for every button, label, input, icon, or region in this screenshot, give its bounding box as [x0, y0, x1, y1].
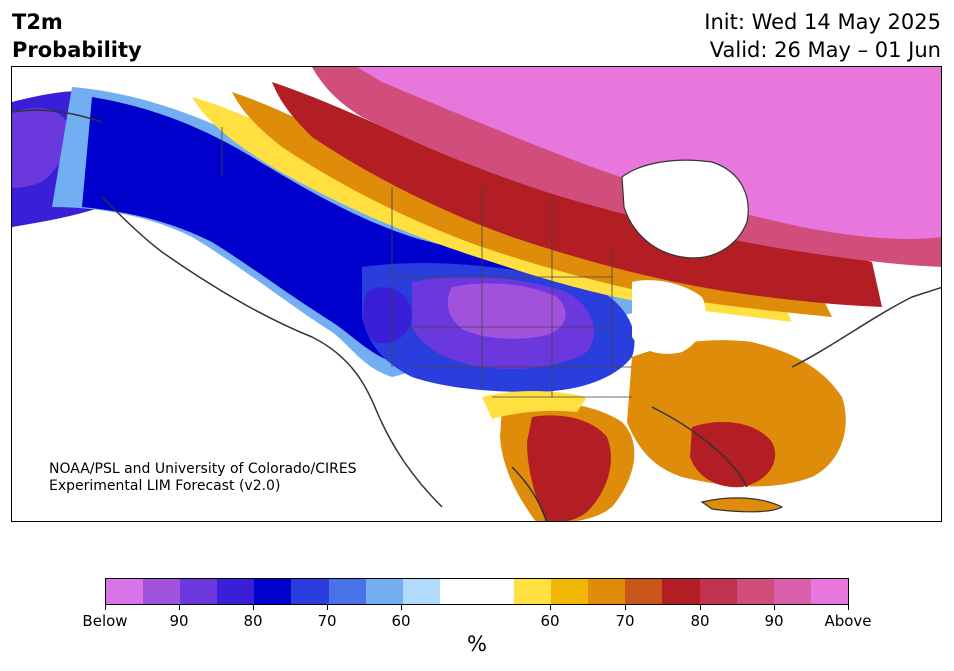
- colorbar-swatch: [625, 579, 663, 604]
- state-borders: [221, 127, 632, 398]
- colorbar-tick: [253, 605, 254, 610]
- colorbar-swatch: [328, 579, 366, 604]
- init-date: Init: Wed 14 May 2025: [704, 10, 941, 34]
- south-above-yellow: [482, 391, 587, 419]
- colorbar-swatch: [365, 579, 403, 604]
- colorbar-tick: [550, 605, 551, 610]
- colorbar-swatch: [810, 579, 848, 604]
- units-label: %: [467, 632, 487, 656]
- west-coast-below: [362, 287, 412, 344]
- colorbar-swatch: [402, 579, 440, 604]
- colorbar-tick: [625, 605, 626, 610]
- colorbar-swatch: [180, 579, 218, 604]
- colorbar-tick: [105, 605, 106, 610]
- colorbar-tick-label: 60: [391, 612, 411, 630]
- colorbar-swatch: [291, 579, 329, 604]
- southeast-above-red: [690, 422, 776, 488]
- colorbar-tick-label: 60: [540, 612, 560, 630]
- colorbar-swatch: [254, 579, 292, 604]
- eastern-us-above: [627, 340, 846, 487]
- central-us-strongest-below: [447, 283, 566, 339]
- great-lakes-neutral: [632, 280, 706, 354]
- colorbar-swatch: [217, 579, 255, 604]
- probability-map: [11, 66, 942, 522]
- colorbar-tick-label: 90: [169, 612, 189, 630]
- colorbar-swatch: [588, 579, 626, 604]
- colorbar-tick-label: 80: [243, 612, 263, 630]
- colorbar-swatch: [699, 579, 737, 604]
- colorbar-swatch: [106, 579, 144, 604]
- colorbar-tick-label: 90: [764, 612, 784, 630]
- colorbar-tick: [848, 605, 849, 610]
- credit-line-2: Experimental LIM Forecast (v2.0): [49, 478, 281, 494]
- title-block: T2m Probability: [12, 8, 142, 64]
- colorbar-tick-label: 70: [615, 612, 635, 630]
- credit-text: NOAA/PSL and University of Colorado/CIRE…: [49, 461, 357, 495]
- colorbar-tick-label: Above: [824, 612, 872, 630]
- colorbar-swatch: [439, 579, 515, 604]
- colorbar-swatch: [514, 579, 552, 604]
- colorbar-tick: [327, 605, 328, 610]
- colorbar-swatch: [736, 579, 774, 604]
- colorbar-tick-label: Below: [82, 612, 128, 630]
- title-product: Probability: [12, 38, 142, 62]
- colorbar-swatch: [143, 579, 181, 604]
- colorbar-tick: [700, 605, 701, 610]
- colorbar-tick: [179, 605, 180, 610]
- colorbar-tick-label: 70: [317, 612, 337, 630]
- coastline: [12, 109, 941, 521]
- hudson-bay: [621, 159, 749, 259]
- date-block: Init: Wed 14 May 2025 Valid: 26 May – 01…: [704, 8, 941, 64]
- cuba: [700, 497, 784, 513]
- south-above-red: [527, 415, 611, 521]
- arctic-above-strong: [357, 67, 941, 239]
- colorbar-swatch: [551, 579, 589, 604]
- alaska-strong-below: [12, 108, 69, 188]
- credit-line-1: NOAA/PSL and University of Colorado/CIRE…: [49, 461, 357, 477]
- colorbar-tick: [774, 605, 775, 610]
- map-canvas: [12, 67, 941, 521]
- title-variable: T2m: [12, 10, 63, 34]
- colorbar-tick-label: 80: [690, 612, 710, 630]
- valid-date: Valid: 26 May – 01 Jun: [709, 38, 941, 62]
- colorbar-swatch: [662, 579, 700, 604]
- colorbar-swatch: [773, 579, 811, 604]
- colorbar-tick: [401, 605, 402, 610]
- probability-colorbar: [105, 578, 849, 605]
